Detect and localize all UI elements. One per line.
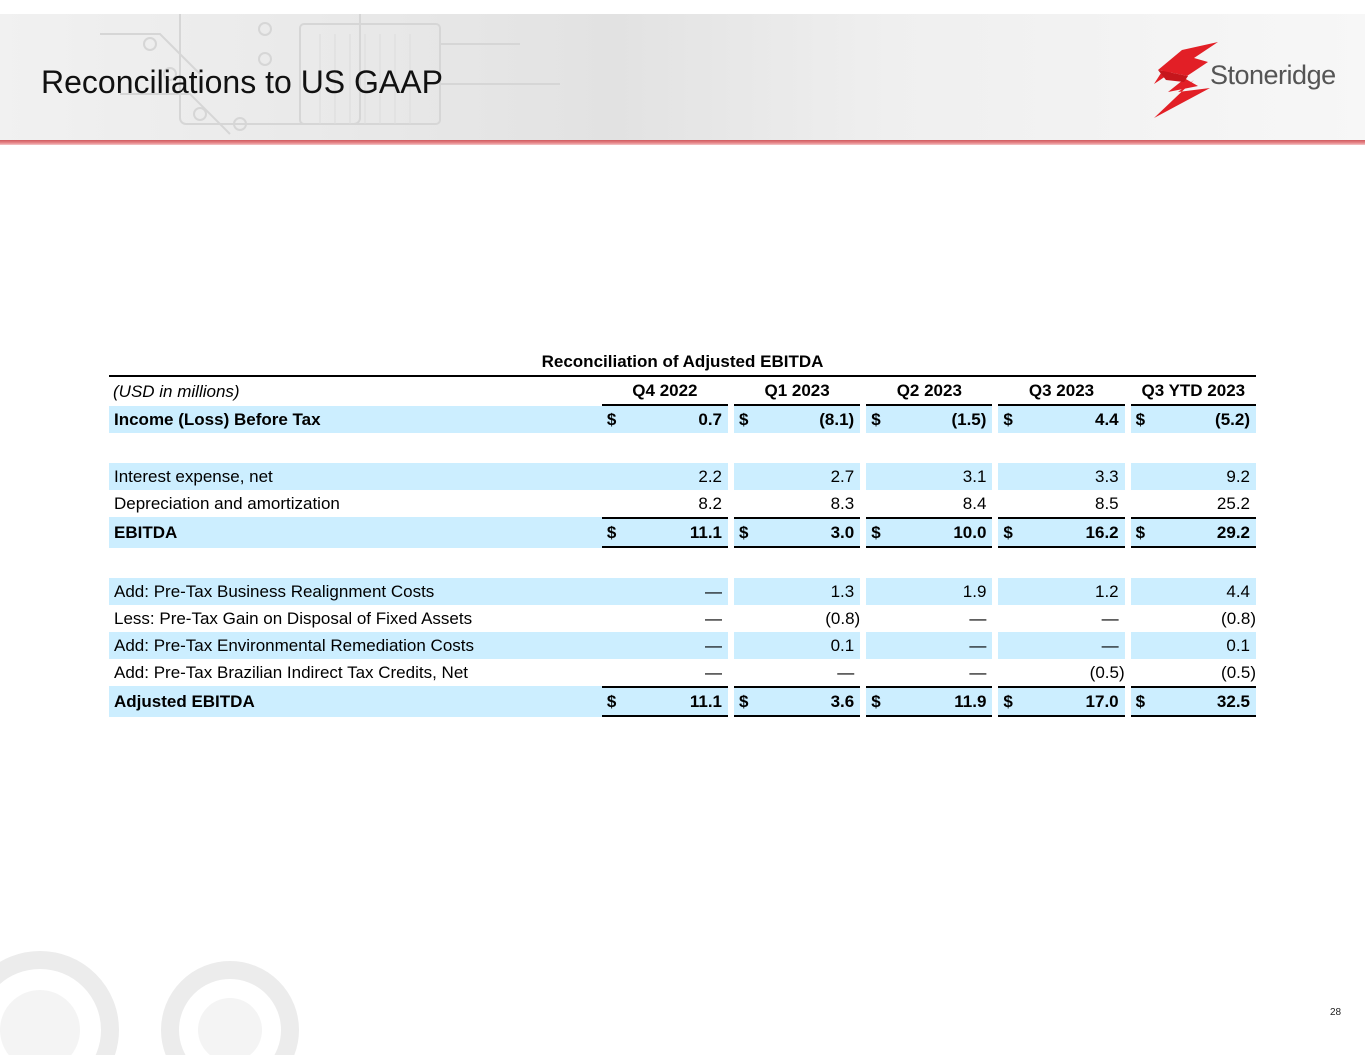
cell-value: 8.2 — [698, 494, 723, 513]
currency-symbol: $ — [998, 686, 1026, 717]
cell-value: 4.4 — [1025, 406, 1125, 433]
top-strip — [0, 0, 1365, 14]
cell-value: — — [893, 632, 993, 659]
cell-value: 1.9 — [893, 578, 993, 605]
header-banner — [0, 14, 1365, 140]
cell-value: 17.0 — [1025, 686, 1125, 717]
cell-value: — — [969, 609, 987, 628]
header-accent-line — [0, 140, 1365, 145]
table-row: Add: Pre-Tax Environmental Remediation C… — [109, 632, 1256, 659]
cell-value: — — [969, 663, 987, 682]
column-header: Q2 2023 — [866, 377, 993, 406]
row-label: Income (Loss) Before Tax — [109, 406, 602, 433]
table-header-row: (USD in millions) Q4 2022 Q1 2023 Q2 202… — [109, 377, 1256, 406]
currency-symbol: $ — [734, 686, 762, 717]
currency-symbol: $ — [1130, 686, 1158, 717]
cell-value: 0.1 — [761, 632, 861, 659]
row-label: Add: Pre-Tax Business Realignment Costs — [109, 578, 602, 605]
cell-value: 1.2 — [1025, 578, 1125, 605]
row-label: Depreciation and amortization — [114, 494, 340, 513]
cell-value: 11.9 — [893, 686, 993, 717]
cell-value: 2.2 — [628, 463, 729, 490]
table-row: Interest expense, net 2.2 2.7 3.1 3.3 9.… — [109, 463, 1256, 490]
spacer-row — [109, 548, 1256, 578]
cell-value: 8.3 — [830, 494, 855, 513]
cell-value: 10.0 — [893, 517, 993, 548]
currency-symbol: $ — [1130, 517, 1158, 548]
cell-value: — — [705, 609, 723, 628]
currency-symbol: $ — [866, 686, 894, 717]
currency-symbol: $ — [998, 406, 1026, 433]
cell-value: — — [628, 578, 729, 605]
cell-value: 3.3 — [1025, 463, 1125, 490]
row-label: Adjusted EBITDA — [109, 686, 602, 717]
spacer-row — [109, 433, 1256, 463]
page-title: Reconciliations to US GAAP — [41, 64, 443, 100]
table-row: Add: Pre-Tax Business Realignment Costs … — [109, 578, 1256, 605]
cell-value: 0.7 — [628, 406, 729, 433]
column-header: Q3 2023 — [998, 377, 1125, 406]
table-row: Less: Pre-Tax Gain on Disposal of Fixed … — [109, 605, 1256, 632]
currency-symbol: $ — [734, 517, 762, 548]
cell-value: 8.5 — [1094, 494, 1119, 513]
cell-value: — — [837, 663, 855, 682]
cell-value: (0.5) — [1221, 663, 1256, 682]
row-label: Add: Pre-Tax Brazilian Indirect Tax Cred… — [114, 663, 468, 682]
cell-value: 0.1 — [1157, 632, 1256, 659]
cell-value: 2.7 — [761, 463, 861, 490]
cell-value: (8.1) — [761, 406, 861, 433]
cell-value: (5.2) — [1157, 406, 1256, 433]
footer-gear-graphic — [0, 951, 299, 1055]
table-row: Adjusted EBITDA $ 11.1 $ 3.6 $ 11.9 $ 17… — [109, 686, 1256, 717]
row-label: Add: Pre-Tax Environmental Remediation C… — [109, 632, 602, 659]
cell-value: 3.1 — [893, 463, 993, 490]
currency-symbol: $ — [601, 406, 629, 433]
cell-value: (0.8) — [825, 609, 861, 628]
cell-value: 16.2 — [1025, 517, 1125, 548]
adjusted-ebitda-table: (USD in millions) Q4 2022 Q1 2023 Q2 202… — [109, 375, 1256, 717]
cell-value: 9.2 — [1157, 463, 1256, 490]
cell-value: 25.2 — [1216, 494, 1250, 513]
table-row: Income (Loss) Before Tax $ 0.7 $ (8.1) $… — [109, 406, 1256, 433]
currency-symbol: $ — [601, 517, 629, 548]
currency-symbol: $ — [1130, 406, 1158, 433]
stoneridge-logo: Stoneridge — [1148, 40, 1338, 122]
table-row: Add: Pre-Tax Brazilian Indirect Tax Cred… — [109, 659, 1256, 686]
page-number: 28 — [1330, 1007, 1342, 1018]
cell-value: 1.3 — [761, 578, 861, 605]
cell-value: 29.2 — [1157, 517, 1256, 548]
column-header: Q1 2023 — [734, 377, 861, 406]
row-label: EBITDA — [109, 517, 602, 548]
cell-value: — — [1025, 632, 1125, 659]
table-caption: Reconciliation of Adjusted EBITDA — [541, 352, 824, 371]
currency-symbol: $ — [866, 406, 894, 433]
table-row: EBITDA $ 11.1 $ 3.0 $ 10.0 $ 16.2 $ 29.2 — [109, 517, 1256, 548]
cell-value: 32.5 — [1157, 686, 1256, 717]
cell-value: 11.1 — [628, 686, 729, 717]
currency-symbol: $ — [734, 406, 762, 433]
cell-value: 8.4 — [962, 494, 987, 513]
cell-value: (1.5) — [893, 406, 993, 433]
units-label: (USD in millions) — [113, 382, 240, 401]
cell-value: — — [1101, 609, 1119, 628]
row-label: Less: Pre-Tax Gain on Disposal of Fixed … — [114, 609, 473, 628]
cell-value: (0.5) — [1089, 663, 1125, 682]
circuit-background-graphic — [100, 14, 560, 135]
currency-symbol: $ — [998, 517, 1026, 548]
cell-value: 3.6 — [761, 686, 861, 717]
logo-wordmark: Stoneridge — [1210, 60, 1336, 90]
cell-value: — — [705, 663, 723, 682]
cell-value: — — [628, 632, 729, 659]
stoneridge-s-icon — [1154, 42, 1218, 118]
currency-symbol: $ — [866, 517, 894, 548]
cell-value: 4.4 — [1157, 578, 1256, 605]
cell-value: 11.1 — [628, 517, 729, 548]
column-header: Q4 2022 — [601, 377, 729, 406]
cell-value: (0.8) — [1221, 609, 1256, 628]
column-header: Q3 YTD 2023 — [1130, 377, 1256, 406]
table-row: Depreciation and amortization 8.2 8.3 8.… — [109, 490, 1256, 517]
cell-value: 3.0 — [761, 517, 861, 548]
currency-symbol: $ — [601, 686, 629, 717]
row-label: Interest expense, net — [109, 463, 602, 490]
